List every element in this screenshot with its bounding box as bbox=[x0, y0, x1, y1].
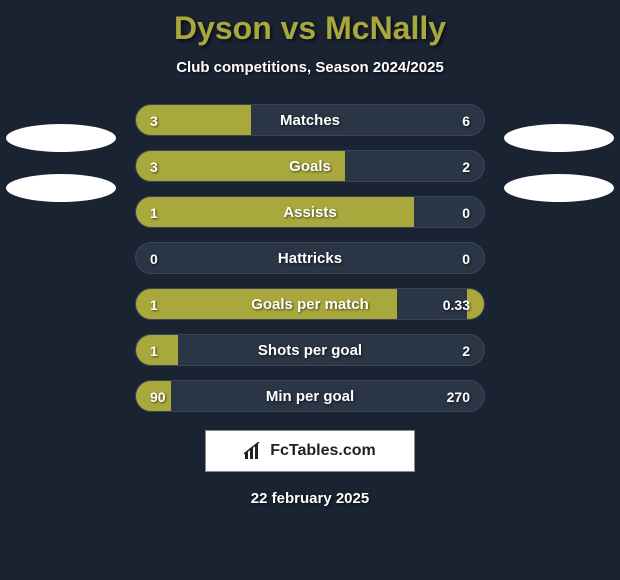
player-right-avatar-body bbox=[504, 174, 614, 202]
stats-block: 3 Matches 6 3 Goals 2 1 Assists 0 0 Hatt… bbox=[135, 104, 485, 412]
stat-value-right: 0 bbox=[462, 243, 470, 274]
footer-logo-text: FcTables.com bbox=[270, 442, 376, 460]
stat-label: Assists bbox=[136, 197, 484, 228]
stat-row-matches: 3 Matches 6 bbox=[135, 104, 485, 136]
page-title: Dyson vs McNally bbox=[0, 10, 620, 47]
comparison-infographic: Dyson vs McNally Club competitions, Seas… bbox=[0, 0, 620, 580]
player-right-avatar-head bbox=[504, 124, 614, 152]
stat-row-min-per-goal: 90 Min per goal 270 bbox=[135, 380, 485, 412]
stat-label: Min per goal bbox=[136, 381, 484, 412]
chart-icon bbox=[244, 442, 264, 460]
player-left-avatar-head bbox=[6, 124, 116, 152]
footer-date: 22 february 2025 bbox=[0, 490, 620, 507]
footer-logo[interactable]: FcTables.com bbox=[205, 430, 415, 472]
stat-row-hattricks: 0 Hattricks 0 bbox=[135, 242, 485, 274]
stat-value-right: 6 bbox=[462, 105, 470, 136]
stat-label: Matches bbox=[136, 105, 484, 136]
stat-value-right: 270 bbox=[447, 381, 470, 412]
stat-value-right: 2 bbox=[462, 335, 470, 366]
stat-row-goals: 3 Goals 2 bbox=[135, 150, 485, 182]
stat-label: Shots per goal bbox=[136, 335, 484, 366]
stat-value-right: 2 bbox=[462, 151, 470, 182]
player-left-avatar-body bbox=[6, 174, 116, 202]
stat-label: Goals bbox=[136, 151, 484, 182]
stat-label: Hattricks bbox=[136, 243, 484, 274]
stat-value-right: 0 bbox=[462, 197, 470, 228]
stat-row-shots-per-goal: 1 Shots per goal 2 bbox=[135, 334, 485, 366]
stat-row-goals-per-match: 1 Goals per match 0.33 bbox=[135, 288, 485, 320]
page-subtitle: Club competitions, Season 2024/2025 bbox=[0, 59, 620, 76]
stat-value-right: 0.33 bbox=[443, 289, 470, 320]
stat-label: Goals per match bbox=[136, 289, 484, 320]
stat-row-assists: 1 Assists 0 bbox=[135, 196, 485, 228]
